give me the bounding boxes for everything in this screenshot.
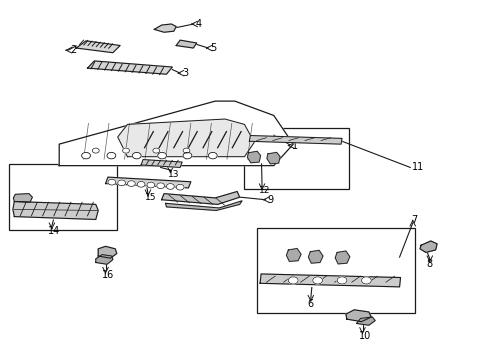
Circle shape	[147, 182, 155, 188]
Circle shape	[107, 152, 116, 159]
Polygon shape	[176, 40, 196, 48]
Circle shape	[108, 179, 116, 185]
Bar	[244, 128, 348, 189]
Polygon shape	[154, 24, 176, 32]
Circle shape	[166, 184, 174, 189]
Polygon shape	[266, 152, 280, 164]
Text: 15: 15	[144, 193, 156, 202]
Polygon shape	[165, 201, 242, 211]
Text: 5: 5	[210, 43, 216, 53]
Text: 16: 16	[102, 270, 114, 280]
Circle shape	[122, 148, 129, 153]
Polygon shape	[13, 194, 32, 202]
Text: 7: 7	[410, 215, 417, 225]
Circle shape	[361, 277, 370, 284]
Bar	[9, 164, 117, 230]
Polygon shape	[98, 246, 117, 258]
Circle shape	[118, 180, 125, 186]
Circle shape	[176, 184, 183, 190]
Polygon shape	[247, 151, 260, 163]
Bar	[256, 228, 414, 313]
Circle shape	[183, 148, 189, 153]
Text: 13: 13	[168, 170, 180, 179]
Polygon shape	[356, 317, 374, 325]
Polygon shape	[13, 202, 98, 220]
Text: 1: 1	[292, 140, 298, 150]
Polygon shape	[118, 119, 254, 157]
Text: 14: 14	[47, 226, 60, 236]
Polygon shape	[161, 192, 239, 204]
Circle shape	[153, 148, 159, 153]
Circle shape	[132, 152, 141, 159]
Text: 6: 6	[306, 299, 312, 309]
Circle shape	[92, 148, 99, 153]
Polygon shape	[345, 310, 370, 321]
Circle shape	[157, 183, 164, 189]
Circle shape	[81, 152, 90, 159]
Polygon shape	[141, 159, 182, 167]
Text: 4: 4	[195, 19, 202, 29]
Polygon shape	[59, 101, 293, 166]
Text: 3: 3	[182, 68, 188, 78]
Circle shape	[288, 277, 298, 284]
Circle shape	[208, 152, 217, 159]
Polygon shape	[96, 255, 113, 264]
Text: 10: 10	[358, 331, 370, 341]
Polygon shape	[76, 41, 120, 53]
Circle shape	[183, 152, 191, 159]
Text: 12: 12	[259, 186, 270, 195]
Polygon shape	[334, 251, 349, 264]
Circle shape	[158, 152, 166, 159]
Circle shape	[127, 181, 135, 186]
Polygon shape	[286, 248, 301, 261]
Text: 9: 9	[267, 195, 273, 205]
Text: 8: 8	[425, 259, 431, 269]
Polygon shape	[105, 177, 190, 188]
Circle shape	[312, 277, 322, 284]
Polygon shape	[87, 61, 172, 74]
Circle shape	[137, 181, 145, 187]
Polygon shape	[249, 135, 341, 144]
Polygon shape	[419, 241, 436, 252]
Text: 11: 11	[411, 162, 423, 172]
Polygon shape	[308, 250, 323, 263]
Circle shape	[336, 277, 346, 284]
Polygon shape	[260, 274, 400, 287]
Text: 2: 2	[70, 45, 76, 55]
